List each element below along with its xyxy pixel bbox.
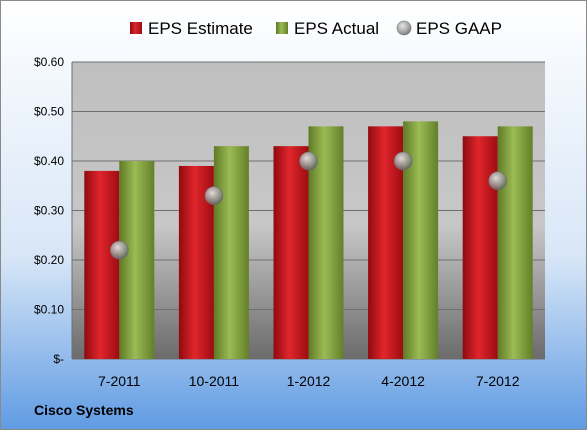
x-tick-label: 1-2012 <box>287 373 331 389</box>
bar-eps-actual <box>213 146 249 359</box>
marker-eps-gaap <box>393 151 413 171</box>
bar-eps-estimate <box>84 170 120 359</box>
legend-swatch-eps-estimate <box>130 22 142 34</box>
legend-label: EPS Estimate <box>148 19 253 38</box>
y-tick-label: $0.20 <box>34 253 64 267</box>
marker-eps-gaap <box>204 186 224 206</box>
x-tick-label: 10-2011 <box>189 373 240 389</box>
y-tick-label: $- <box>53 352 64 366</box>
gaap-markers <box>109 151 508 260</box>
bar-eps-estimate <box>462 136 498 359</box>
y-tick-label: $0.40 <box>34 154 64 168</box>
y-tick-label: $0.30 <box>34 204 64 218</box>
x-tick-label: 7-2012 <box>476 373 520 389</box>
bar-eps-actual <box>497 126 533 359</box>
bar-eps-actual <box>119 161 155 359</box>
x-tick-label: 7-2011 <box>98 373 141 389</box>
marker-eps-gaap <box>488 171 508 191</box>
y-tick-label: $0.50 <box>34 105 64 119</box>
legend-swatch-eps-actual <box>276 22 288 34</box>
marker-eps-gaap <box>299 151 318 171</box>
legend: EPS Estimate EPS Actual EPS GAAP <box>130 19 502 38</box>
y-axis-ticks: $0.60 $0.50 $0.40 $0.30 $0.20 $0.10 $- <box>34 55 64 366</box>
legend-label: EPS GAAP <box>416 19 502 38</box>
x-tick-label: 4-2012 <box>381 373 425 389</box>
legend-label: EPS Actual <box>294 19 379 38</box>
company-label: Cisco Systems <box>34 402 134 418</box>
bar-eps-estimate <box>273 146 309 359</box>
y-tick-label: $0.10 <box>34 303 64 317</box>
legend-swatch-eps-gaap <box>396 20 412 36</box>
marker-eps-gaap <box>109 240 129 260</box>
y-tick-label: $0.60 <box>34 55 64 69</box>
x-axis-ticks: 7-2011 10-2011 1-2012 4-2012 7-2012 <box>98 373 520 389</box>
